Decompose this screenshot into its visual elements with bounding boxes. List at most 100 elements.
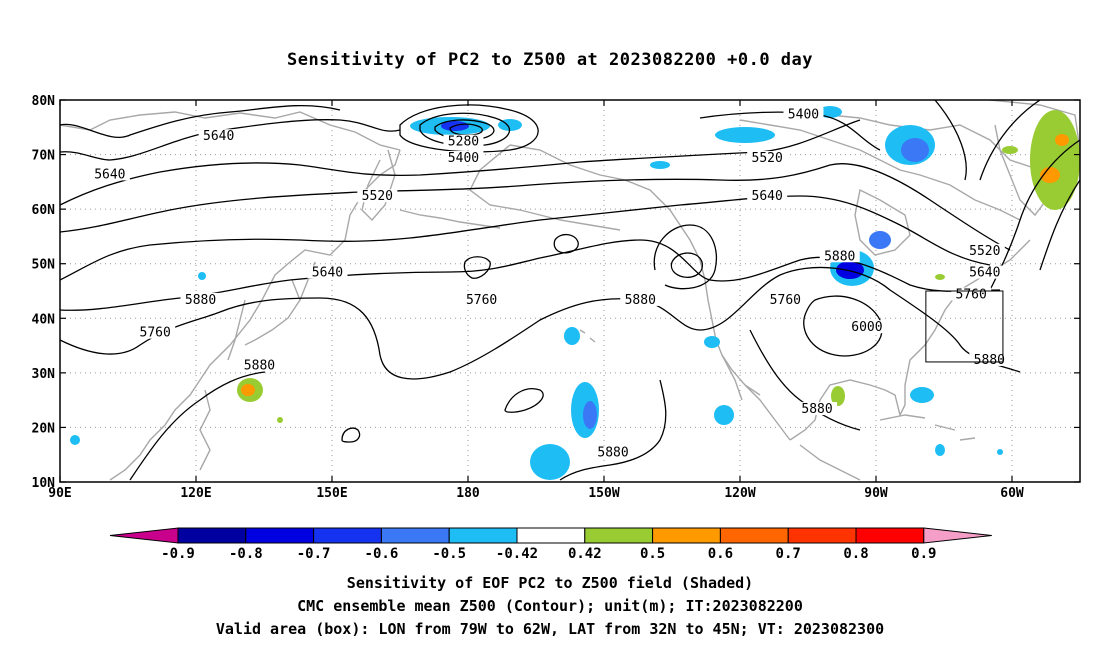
shade-patch-small-6 [935,444,945,456]
contour-label: 5880 [801,402,832,417]
colorbar-label: 0.42 [568,546,602,562]
lat-label: 40N [32,312,56,327]
colorbar-bin [787,527,857,544]
sensitivity-shading [70,106,1080,480]
shade-patch-small-7 [997,449,1003,455]
contour-label: 5520 [362,189,393,204]
caption-valid-area: Valid area (box): LON from 79W to 62W, L… [215,620,885,638]
contour-label-bg [89,167,130,181]
colorbar-label: -0.9 [161,546,195,562]
shade-patch-greenland-west [1002,146,1018,154]
shade-patch-greenland-orange-2 [1055,134,1069,146]
shade-patch-small-4 [935,274,945,280]
latitude-labels: 80N 70N 60N 50N 40N 30N 20N 10N [32,94,56,491]
contour-label: 5880 [974,353,1005,368]
contour-label: 5280 [448,135,479,150]
contour-label-bg [180,292,221,306]
contour-label-bg [307,265,348,279]
contour-label: 5640 [94,167,125,182]
shade-patch-central-pacific-core [583,401,597,429]
contour-label: 5640 [203,129,234,144]
colorbar-label: 0.6 [708,546,733,562]
colorbar-bin [516,527,586,544]
contour-label: 5760 [770,293,801,308]
lat-label: 20N [32,421,56,436]
shade-patch-arctic-north [818,106,842,118]
contour-label-bg [747,151,788,165]
contour-label: 5880 [625,293,656,308]
shade-patch-small-3 [650,161,670,169]
shade-patch-mexico [704,336,720,348]
colorbar-bin [177,527,247,544]
colorbar-arrow-low [109,527,179,544]
contour-label: 5400 [448,151,479,166]
contour-label: 5880 [185,293,216,308]
contour-label: 5760 [466,293,497,308]
contour-label: 6000 [851,320,882,335]
contour-label-bg [783,107,824,121]
lat-label: 50N [32,258,56,273]
contour-label-bg [846,320,887,334]
lon-label: 150W [588,486,619,501]
colorbar [109,527,992,544]
contour-label: 5640 [752,189,783,204]
contour-label: 5520 [969,244,1000,259]
lon-label: 120E [180,486,211,501]
contour-label: 5760 [956,287,987,302]
caption-shading: Sensitivity of EOF PC2 to Z500 field (Sh… [346,574,754,592]
shade-patch-greenland-orange [1040,167,1060,183]
lon-label: 90W [864,486,888,501]
contour-label: 5880 [824,249,855,264]
colorbar-label: 0.5 [640,546,665,562]
contour-label: 5640 [969,266,1000,281]
lat-label: 80N [32,94,56,109]
lon-label: 60W [1000,486,1024,501]
colorbar-label: -0.7 [297,546,331,562]
contour-label-bg [135,325,176,339]
colorbar-label: 0.8 [843,546,868,562]
colorbar-bin [380,527,450,544]
contour-label-bg [747,189,788,203]
shade-patch-central-pacific-south [530,444,570,480]
shade-patch-small-5 [277,417,283,423]
contour-label-bg [819,249,860,263]
contour-label-bg [443,151,484,165]
longitude-labels: 90E 120E 150E 180 150W 120W 90W 60W [48,486,1024,501]
caption-contour: CMC ensemble mean Z500 (Contour); unit(m… [297,597,803,615]
colorbar-bin [719,527,789,544]
colorbar-labels: -0.9 -0.8 -0.7 -0.6 -0.5 -0.42 0.42 0.5 0.6 0.7 0.… [161,546,936,562]
lon-label: 90E [48,486,71,501]
contour-label-bg [461,292,502,306]
contour-label-bg [593,445,634,459]
shade-patch-west-pacific-orange [241,384,255,396]
lat-label: 30N [32,367,56,382]
contour-label-bg [964,265,1005,279]
contour-label-bg [198,129,239,143]
shade-patch-hawaii [564,327,580,345]
lon-label: 150E [316,486,347,501]
lat-label: 10N [32,476,56,491]
contour-label-bg [357,189,398,203]
lon-label: 120W [724,486,755,501]
contour-label: 5760 [140,326,171,341]
contour-label-bg [620,292,661,306]
plot-title: Sensitivity of PC2 to Z500 at 2023082200… [286,50,813,70]
contour-label-bg [765,292,806,306]
contour-label: 5880 [597,446,628,461]
shade-patch-east-pacific [714,405,734,425]
lat-label: 60N [32,203,56,218]
colorbar-label: 0.7 [776,546,801,562]
shade-patch-great-lakes-core [836,261,864,279]
colorbar-bin [855,527,925,544]
shade-patch-caribbean [910,387,934,403]
colorbar-label: -0.5 [432,546,466,562]
contour-label-bg [964,243,1005,257]
colorbar-label: -0.6 [365,546,399,562]
colorbar-bin [584,527,654,544]
colorbar-bin [245,527,315,544]
colorbar-label: -0.8 [229,546,263,562]
contour-label: 5640 [312,266,343,281]
colorbar-arrow-high [923,527,992,544]
